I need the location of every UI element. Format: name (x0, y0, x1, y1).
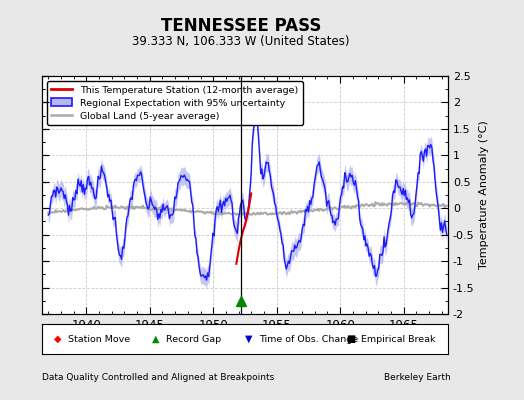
Text: TENNESSEE PASS: TENNESSEE PASS (161, 17, 321, 35)
Text: Berkeley Earth: Berkeley Earth (384, 374, 451, 382)
Text: Empirical Break: Empirical Break (361, 334, 435, 344)
Legend: This Temperature Station (12-month average), Regional Expectation with 95% uncer: This Temperature Station (12-month avera… (47, 81, 303, 125)
Text: Station Move: Station Move (68, 334, 130, 344)
Text: ▼: ▼ (245, 334, 253, 344)
Y-axis label: Temperature Anomaly (°C): Temperature Anomaly (°C) (478, 121, 489, 269)
Text: Record Gap: Record Gap (166, 334, 221, 344)
Text: ◆: ◆ (54, 334, 62, 344)
Text: Time of Obs. Change: Time of Obs. Change (259, 334, 358, 344)
Text: Data Quality Controlled and Aligned at Breakpoints: Data Quality Controlled and Aligned at B… (42, 374, 274, 382)
Text: 39.333 N, 106.333 W (United States): 39.333 N, 106.333 W (United States) (132, 36, 350, 48)
Text: ■: ■ (346, 334, 356, 344)
Text: ▲: ▲ (151, 334, 159, 344)
